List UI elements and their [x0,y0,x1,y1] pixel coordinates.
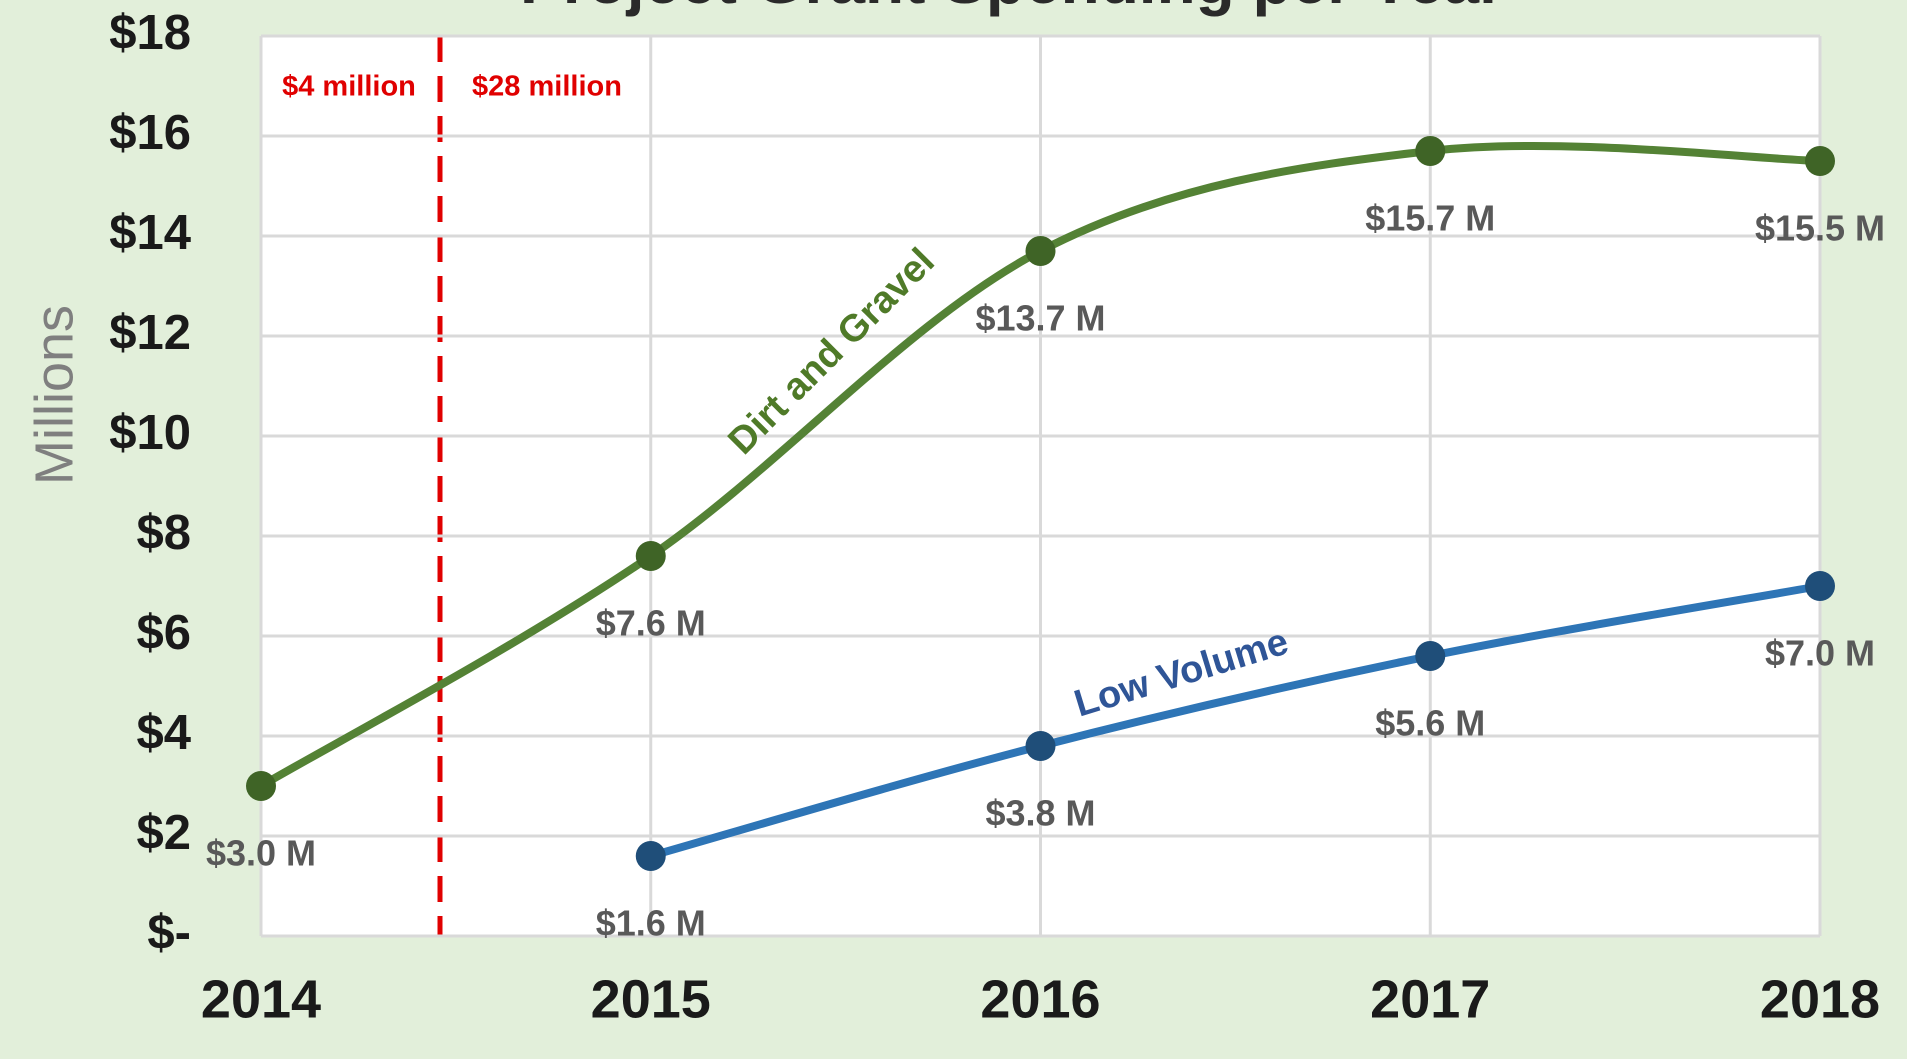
data-label: $13.7 M [975,298,1105,339]
marker [1415,136,1446,166]
data-label: $15.7 M [1365,198,1495,239]
x-tick-label: 2015 [591,969,711,1029]
marker [1025,731,1056,761]
data-label: $5.6 M [1375,703,1485,744]
series-line [258,142,1821,790]
y-tick-label: $- [147,906,191,960]
x-tick-label: 2014 [201,969,321,1029]
marker [1805,571,1835,601]
y-tick-label: $6 [136,606,191,660]
data-label: $15.5 M [1755,208,1885,249]
data-label: $7.0 M [1765,633,1875,674]
marker [1805,146,1835,176]
marker [635,841,666,871]
y-axis-label: Millions [24,305,84,485]
data-label: $1.6 M [596,903,706,944]
data-label: $7.6 M [596,603,706,644]
y-tick-label: $10 [109,406,191,460]
y-tick-label: $4 [136,706,191,760]
annotation: $4 million [282,71,416,103]
chart-title: Project Grant Spending per Year [520,0,1504,17]
y-tick-label: $14 [109,206,191,260]
marker [1415,641,1446,671]
y-tick-label: $18 [109,6,191,60]
data-label: $3.0 M [206,833,316,874]
y-tick-label: $12 [109,306,191,360]
marker [246,771,276,801]
marker [635,541,666,571]
data-label: $3.8 M [985,793,1095,834]
x-tick-label: 2018 [1760,969,1880,1029]
x-tick-label: 2017 [1370,969,1490,1029]
series-line [649,582,1821,860]
annotation: $28 million [472,71,622,103]
y-tick-label: $2 [136,806,191,860]
y-tick-label: $16 [109,106,191,160]
marker [1025,236,1056,266]
y-tick-label: $8 [136,506,191,560]
x-tick-label: 2016 [980,969,1100,1029]
